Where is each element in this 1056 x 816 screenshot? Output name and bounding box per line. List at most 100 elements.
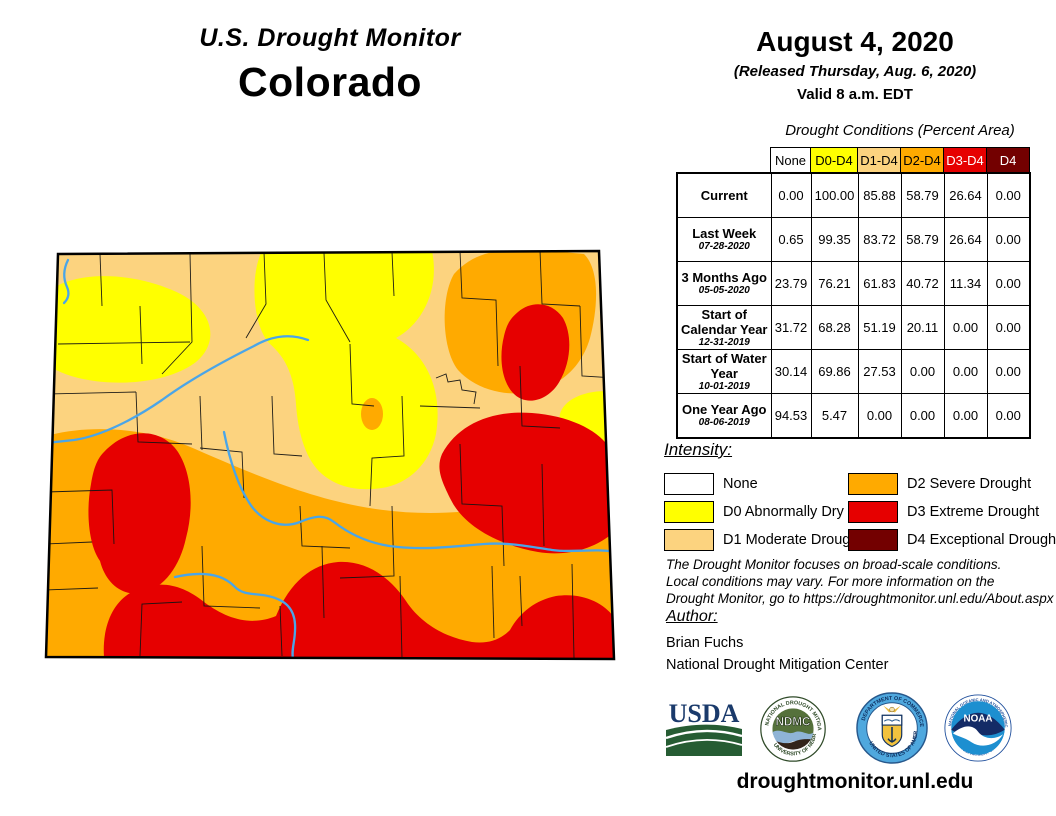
column-header-d4: D4 bbox=[986, 147, 1030, 173]
table-cell: 11.34 bbox=[943, 261, 988, 306]
row-label-cell: Start of Water Year 10-01-2019 bbox=[676, 349, 772, 394]
report-title-line1: U.S. Drought Monitor bbox=[199, 24, 461, 52]
table-cell: 0.00 bbox=[857, 393, 902, 439]
table-cell: 85.88 bbox=[857, 172, 902, 218]
table-cell: 40.72 bbox=[900, 261, 945, 306]
release-info: August 4, 2020 (Released Thursday, Aug. … bbox=[700, 26, 1010, 103]
table-cell: 94.53 bbox=[770, 393, 812, 439]
table-cell: 0.00 bbox=[986, 393, 1031, 439]
row-label: Current bbox=[700, 188, 748, 203]
table-cell: 26.64 bbox=[943, 217, 988, 262]
valid-time: Valid 8 a.m. EDT bbox=[797, 86, 913, 103]
table-cell: 83.72 bbox=[857, 217, 902, 262]
legend-item-d0: D0 Abnormally Dry bbox=[664, 501, 848, 523]
d3-swatch bbox=[848, 501, 898, 523]
legend-item-d3: D3 Extreme Drought bbox=[848, 501, 1056, 523]
table-cell: 58.79 bbox=[900, 217, 945, 262]
legend-item-d4: D4 Exceptional Drought bbox=[848, 529, 1056, 551]
legend-title: Intensity: bbox=[664, 440, 733, 459]
row-date: 07-28-2020 bbox=[698, 241, 750, 252]
state-border bbox=[44, 249, 616, 661]
column-header-none: None bbox=[770, 147, 811, 173]
report-title: U.S. Drought Monitor Colorado bbox=[60, 24, 600, 106]
colorado-drought-map bbox=[40, 246, 620, 675]
table-cell: 27.53 bbox=[857, 349, 902, 394]
table-cell: 31.72 bbox=[770, 305, 812, 350]
table-cell: 51.19 bbox=[857, 305, 902, 350]
row-label: Start of Water Year bbox=[681, 350, 767, 381]
table-row: Start of Calendar Year 12-31-2019 31.72 6… bbox=[676, 305, 1031, 350]
legend-items: None D0 Abnormally Dry D1 Moderate Droug… bbox=[664, 470, 1056, 554]
table-title: Drought Conditions (Percent Area) bbox=[785, 122, 1015, 139]
table-cell: 0.00 bbox=[943, 393, 988, 439]
table-cell: 0.00 bbox=[900, 393, 945, 439]
about-url-text: Drought Monitor, go to https://droughtmo… bbox=[666, 591, 1054, 606]
d2-swatch bbox=[848, 473, 898, 495]
row-label-cell: One Year Ago 08-06-2019 bbox=[676, 393, 772, 439]
row-label-cell: Current bbox=[676, 172, 772, 218]
row-label-cell: 3 Months Ago 05-05-2020 bbox=[676, 261, 772, 306]
column-header-d0d4: D0-D4 bbox=[810, 147, 858, 173]
legend-item-d2: D2 Severe Drought bbox=[848, 473, 1056, 495]
row-label: 3 Months Ago bbox=[681, 270, 767, 285]
author-heading: Author: bbox=[666, 608, 718, 625]
table-cell: 0.00 bbox=[986, 305, 1031, 350]
drought-table-header: None D0-D4 D1-D4 D2-D4 D3-D4 D4 bbox=[770, 147, 1030, 173]
table-cell: 0.00 bbox=[986, 261, 1031, 306]
table-cell: 76.21 bbox=[810, 261, 859, 306]
row-label: One Year Ago bbox=[681, 402, 767, 417]
table-cell: 5.47 bbox=[810, 393, 859, 439]
table-row: 3 Months Ago 05-05-2020 23.79 76.21 61.83… bbox=[676, 261, 1031, 306]
table-cell: 0.00 bbox=[943, 349, 988, 394]
commerce-seal-logo: DEPARTMENT OF COMMERCE UNITED STATES OF … bbox=[854, 688, 928, 769]
author-org: National Drought Mitigation Center bbox=[666, 657, 889, 673]
table-cell: 20.11 bbox=[900, 305, 945, 350]
usda-wordmark: USDA bbox=[669, 700, 740, 728]
map-date: August 4, 2020 bbox=[756, 26, 954, 57]
ndmc-wordmark: NDMC bbox=[776, 717, 811, 729]
table-cell: 58.79 bbox=[900, 172, 945, 218]
d1-swatch bbox=[664, 529, 714, 551]
table-cell: 26.64 bbox=[943, 172, 988, 218]
d4-swatch bbox=[848, 529, 898, 551]
row-label-cell: Start of Calendar Year 12-31-2019 bbox=[676, 305, 772, 350]
row-date: 05-05-2020 bbox=[698, 285, 750, 296]
author-block: Author: Brian Fuchs National Drought Mit… bbox=[666, 608, 888, 676]
table-cell: 0.00 bbox=[986, 172, 1031, 218]
table-row: Current 0.00 100.00 85.88 58.79 26.64 0.… bbox=[676, 172, 1031, 218]
d0-regions bbox=[46, 251, 614, 490]
column-header-d1d4: D1-D4 bbox=[857, 147, 901, 173]
table-cell: 99.35 bbox=[810, 217, 859, 262]
table-cell: 0.00 bbox=[900, 349, 945, 394]
noaa-logo: NATIONAL OCEANIC AND ATMOSPHERIC ADMINIS… bbox=[942, 690, 1012, 767]
table-cell: 30.14 bbox=[770, 349, 812, 394]
county-lines bbox=[46, 251, 614, 659]
noaa-wordmark: NOAA bbox=[964, 714, 993, 725]
row-label: Last Week bbox=[692, 226, 757, 241]
row-label-cell: Last Week 07-28-2020 bbox=[676, 217, 772, 262]
none-swatch bbox=[664, 473, 714, 495]
table-cell: 69.86 bbox=[810, 349, 859, 394]
table-cell: 0.00 bbox=[986, 349, 1031, 394]
table-cell: 0.00 bbox=[770, 172, 812, 218]
d3-regions bbox=[88, 304, 614, 659]
table-cell: 0.65 bbox=[770, 217, 812, 262]
table-cell: 61.83 bbox=[857, 261, 902, 306]
site-url: droughtmonitor.unl.edu bbox=[736, 770, 974, 793]
legend-item-d1: D1 Moderate Drought bbox=[664, 529, 862, 551]
disclaimer: The Drought Monitor focuses on broad-sca… bbox=[666, 556, 1056, 607]
column-header-d2d4: D2-D4 bbox=[900, 147, 944, 173]
state-name: Colorado bbox=[238, 59, 422, 105]
table-row: Last Week 07-28-2020 0.65 99.35 83.72 58.… bbox=[676, 217, 1031, 262]
table-row: One Year Ago 08-06-2019 94.53 5.47 0.00 0… bbox=[676, 393, 1031, 439]
table-header-row: None D0-D4 D1-D4 D2-D4 D3-D4 D4 bbox=[770, 147, 1030, 173]
d0-swatch bbox=[664, 501, 714, 523]
legend-item-none: None bbox=[664, 473, 848, 495]
usda-logo: USDA bbox=[664, 699, 744, 763]
row-date: 10-01-2019 bbox=[698, 380, 750, 392]
row-date: 08-06-2019 bbox=[698, 417, 750, 428]
table-cell: 0.00 bbox=[986, 217, 1031, 262]
rivers bbox=[46, 258, 614, 659]
author-name: Brian Fuchs bbox=[666, 635, 744, 651]
